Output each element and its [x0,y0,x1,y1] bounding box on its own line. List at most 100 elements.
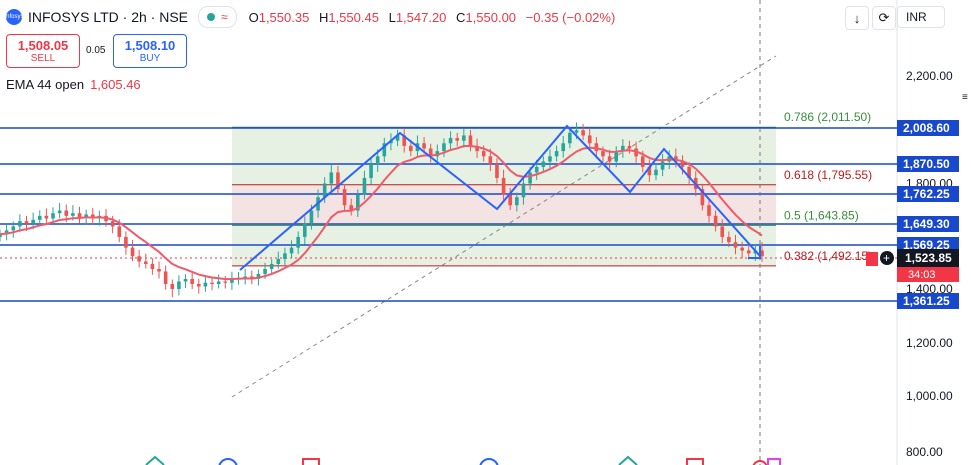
candle-body [627,145,632,149]
candle-body [587,135,592,144]
candle-body [614,151,619,162]
candle-body [296,236,300,248]
candle-body [4,230,9,235]
candle-body [289,247,294,254]
candle-body [528,172,532,184]
currency-select[interactable]: INR [897,6,945,28]
candle-body [356,194,360,211]
candle-body [422,143,426,149]
candle-body [157,268,161,272]
candle-body [57,210,62,214]
candle-body [143,261,148,264]
fib-label-3: 0.382 (1,492.15) [784,249,872,263]
candle-body [727,236,731,243]
candle-body [521,183,526,198]
market-status-pill[interactable]: ≈ [198,6,237,28]
y-tick-label: 2,200.00 [906,69,953,83]
candle-body [462,135,466,141]
candle-body [11,226,16,231]
candle-body [170,283,175,289]
current-price-tag: 1,523.85 [905,251,952,265]
candle-body [720,226,725,237]
candle-body [621,145,625,152]
candle-body [31,219,35,224]
candle-body [746,250,751,254]
fullscreen-icon: ⟳ [878,10,890,25]
candle-body [37,215,42,220]
bottom-square-icon [302,458,320,465]
fullscreen-button[interactable]: ⟳ [872,6,896,30]
y-tick-label: 1,000.00 [906,389,953,403]
level-tag-bg [897,156,959,172]
candle-body [51,213,55,219]
download-button[interactable]: ↓ [845,6,869,30]
current-price-tag-bg [897,249,959,267]
bottom-square-icon-3 [767,458,781,465]
sell-button[interactable]: 1,508.05 SELL [6,34,80,68]
candle-body [468,135,473,146]
candle-body [607,156,612,162]
spread-value: 0.05 [86,45,106,56]
side-handle-icon[interactable]: ≡ [962,92,968,103]
level-tag-0: 2,008.60 [903,121,950,135]
candle-body [64,210,69,216]
candle-body [442,143,446,152]
candle-body [548,156,552,162]
candle-body [428,148,433,157]
candle-body [707,205,711,216]
level-tag-bg [897,186,959,202]
ema-legend[interactable]: EMA 44 open 1,605.46 [6,77,141,92]
infosys-logo-icon: Infosys [5,9,24,25]
y-tick-label: 800.00 [906,445,943,459]
chart-header: Infosys INFOSYS LTD · 2h · NSE ≈ O1,550.… [0,0,615,34]
candle-body [190,278,194,284]
candle-body [640,156,645,167]
y-tick-label: 1,200.00 [906,336,953,350]
candle-body [203,282,208,287]
candle-body [647,166,652,176]
symbol-title[interactable]: INFOSYS LTD · 2h · NSE [28,9,188,25]
candle-body [216,281,221,284]
candle-body [713,215,718,227]
candle-body [163,271,168,284]
price-flag-icon [866,252,878,266]
candle-body [594,143,599,152]
level-tag-5: 1,361.25 [903,294,950,308]
candle-body [561,143,566,152]
change-value: −0.35 (−0.02%) [525,9,616,25]
bottom-square-icon-2 [686,458,704,465]
candle-body [283,253,287,259]
candle-body [77,213,82,218]
candle-body [24,221,29,224]
candle-body [760,250,764,257]
candle-body [700,189,705,206]
fib-label-1: 0.618 (1,795.55) [784,168,872,182]
candle-body [196,283,201,287]
candle-body [110,221,115,227]
candle-body [574,130,579,133]
candle-body [117,226,122,237]
level-tag-1: 1,870.50 [903,157,950,171]
candle-body [601,151,605,157]
candle-body [230,278,234,283]
add-alert-plus: + [883,251,890,265]
candle-body [303,223,307,237]
candle-body [342,189,347,206]
buy-button[interactable]: 1,508.10 BUY [113,34,187,68]
candle-body [395,135,400,141]
candle-body [0,234,2,237]
candle-body [541,161,546,167]
candle-body [276,258,281,264]
pattern-zigzag [239,124,761,271]
ema-line [0,145,763,281]
candle-body [455,138,459,141]
candle-body [581,130,585,136]
candle-body [269,263,274,269]
candle-body [568,132,572,144]
y-tick-label: 1,400.00 [906,282,953,296]
candle-body [382,143,387,157]
fib-label-0: 0.786 (2,011.50) [784,110,871,124]
candle-body [243,276,247,278]
dashed-trendline [231,55,777,398]
